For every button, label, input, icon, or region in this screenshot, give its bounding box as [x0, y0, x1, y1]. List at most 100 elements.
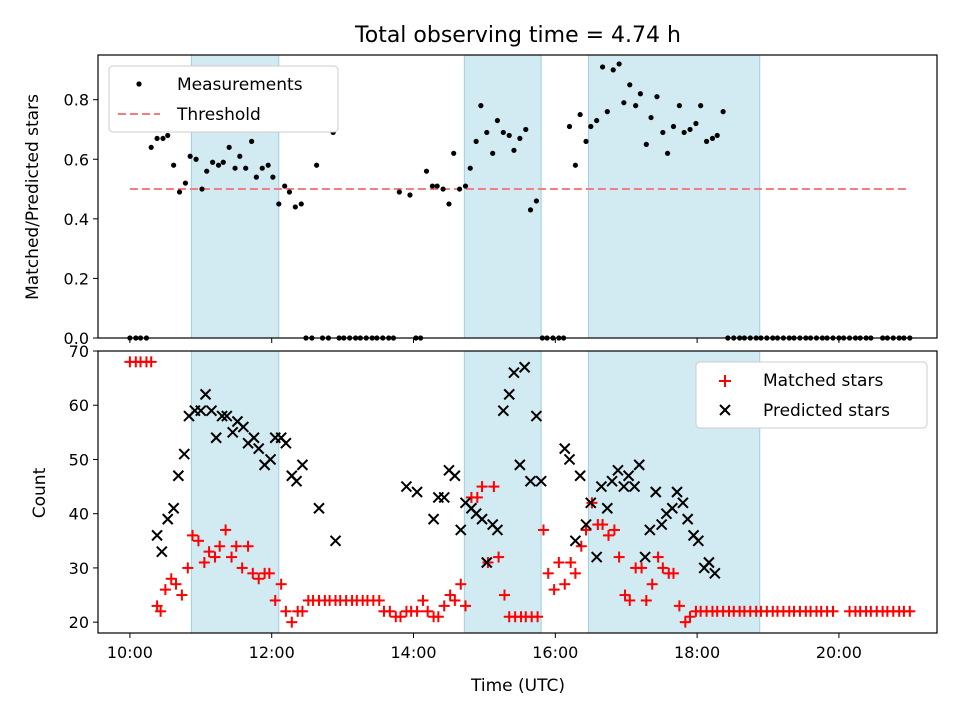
matched-star-point [640, 594, 652, 606]
predicted-star-point [162, 513, 174, 525]
matched-star-point [488, 481, 500, 493]
matched-star-point [613, 551, 625, 563]
measurement-point [693, 120, 699, 127]
matched-star-point [438, 600, 450, 612]
matched-star-point [597, 519, 609, 531]
matched-star-point [460, 600, 472, 612]
matched-star-point [904, 605, 916, 617]
top-y-tick-label: 0.2 [64, 269, 89, 288]
predicted-star-point [264, 453, 277, 466]
measurement-point [165, 132, 171, 139]
measurement-point [160, 135, 166, 142]
legend-measurements-label: Measurements [177, 75, 303, 95]
measurement-point [610, 67, 616, 73]
matched-star-point [422, 605, 434, 617]
measurement-point [517, 135, 523, 142]
x-tick-label: 20:00 [816, 643, 862, 662]
bottom-matched-points [124, 356, 916, 628]
top-y-tick-label: 0.6 [64, 150, 89, 169]
matched-star-point [176, 589, 188, 601]
measurement-point [473, 138, 479, 144]
predicted-star-point [569, 535, 582, 547]
legend-matched-label: Matched stars [763, 371, 883, 391]
matched-star-point [236, 562, 248, 574]
top-y-tick-label: 0.0 [64, 329, 89, 348]
matched-star-point [203, 546, 215, 558]
predicted-star-point [400, 480, 413, 493]
predicted-star-point [455, 524, 467, 536]
predicted-star-point [644, 524, 656, 536]
predicted-star-point [595, 480, 608, 493]
measurement-point [494, 117, 501, 124]
measurement-point [232, 165, 238, 171]
predicted-star-point [296, 459, 309, 471]
measurement-point [523, 126, 529, 133]
matched-star-point [373, 594, 385, 606]
top-plot-frame [97, 54, 938, 339]
matched-star-point [192, 535, 204, 547]
predicted-star-point [508, 366, 520, 379]
matched-star-point [275, 578, 287, 590]
measurement-point [282, 183, 288, 189]
measurement-point [429, 183, 436, 189]
measurement-point [572, 162, 579, 168]
measurement-point [467, 165, 473, 171]
measurement-point [720, 109, 726, 115]
measurement-point [182, 180, 189, 186]
bottom-shaded-intervals [190, 350, 761, 634]
x-tick-label: 18:00 [674, 643, 720, 662]
matched-star-point [559, 578, 571, 590]
predicted-star-point [205, 404, 218, 417]
measurement-point [237, 153, 243, 159]
measurement-point [243, 165, 249, 171]
bottom-legend-box [695, 361, 928, 429]
matched-star-point [198, 557, 210, 568]
matched-star-point [542, 567, 554, 579]
bottom-y-axis: 20 30 40 50 60 70 [69, 342, 98, 632]
x-tick-label: 12:00 [249, 643, 295, 662]
matched-star-point [471, 491, 483, 503]
predicted-star-point [178, 448, 190, 460]
measurement-point [259, 165, 265, 171]
predicted-star-point [709, 567, 721, 580]
predicted-star-point [497, 404, 510, 417]
matched-star-point [280, 605, 292, 617]
matched-star-point [263, 567, 275, 579]
predicted-star-point [677, 497, 689, 509]
predicted-star-point [195, 404, 207, 417]
predicted-star-point [503, 388, 515, 401]
measurement-point [440, 186, 446, 192]
matched-star-point [624, 594, 636, 606]
matched-star-point [657, 562, 669, 574]
measurement-point [314, 162, 320, 168]
measurement-point [506, 132, 512, 139]
predicted-star-point [703, 556, 715, 569]
bottom-x-axis: 10:00 12:00 14:00 16:00 18:00 20:00 [107, 633, 862, 662]
measurement-point [154, 135, 160, 142]
measurement-point [660, 129, 666, 136]
matched-star-point [553, 557, 565, 568]
matched-star-point [575, 540, 587, 552]
matched-star-point [569, 567, 581, 579]
measurement-point [566, 123, 573, 130]
measurement-point [714, 132, 720, 139]
matched-star-point [145, 356, 157, 368]
predicted-star-point [524, 475, 537, 487]
predicted-star-point [313, 502, 325, 514]
measurement-point [621, 100, 627, 106]
matched-star-point [187, 529, 199, 541]
predicted-star-point [650, 486, 662, 498]
matched-star-point [608, 524, 620, 536]
measurement-point [462, 183, 469, 189]
predicted-star-point [481, 556, 493, 569]
bottom-y-tick-label: 70 [69, 342, 89, 361]
shaded-interval [463, 350, 542, 634]
predicted-legend-marker [719, 404, 731, 416]
measurement-point [577, 111, 583, 118]
measurement-point [193, 156, 199, 162]
predicted-star-point [518, 361, 531, 373]
matched-star-point [411, 605, 423, 617]
measurement-point [249, 138, 255, 144]
predicted-star-point [574, 470, 586, 482]
